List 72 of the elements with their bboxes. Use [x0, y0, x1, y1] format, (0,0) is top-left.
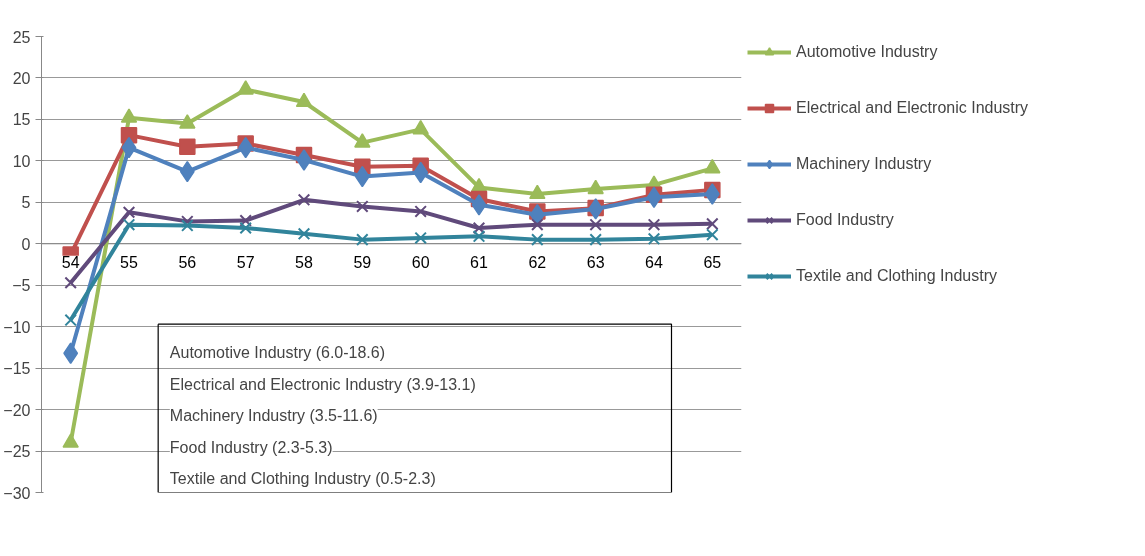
x-tick-label: 54: [61, 253, 80, 271]
x-tick-label: 58: [295, 253, 313, 271]
y-tick-label: −25: [3, 443, 31, 461]
point: [354, 133, 371, 148]
point: [296, 149, 312, 171]
point: [239, 214, 252, 227]
y-tick-label: 10: [12, 152, 31, 170]
x-tick-label: 59: [353, 253, 372, 271]
y-tick-label: −5: [12, 277, 31, 295]
y-tick-label: 5: [21, 194, 31, 212]
point: [297, 227, 311, 241]
y-tick-label: 0: [21, 235, 31, 253]
point: [589, 233, 602, 246]
y-tick-label: −20: [3, 401, 31, 419]
legend-label: Machinery Industry: [796, 155, 932, 173]
annotation: Machinery Industry (3.5-11.6): [169, 407, 378, 425]
x-tick-label: 64: [645, 253, 663, 271]
point: [647, 232, 661, 246]
x-tick-label: 61: [470, 253, 488, 271]
point: [704, 183, 720, 205]
point: [589, 218, 602, 232]
legend-label: Automotive Industry: [796, 43, 938, 61]
point: [64, 313, 77, 327]
x-tick-label: 57: [236, 253, 255, 271]
point: [471, 194, 487, 216]
x-tick-label: 65: [703, 253, 722, 271]
y-tick-label: 25: [12, 28, 31, 46]
y-tick-label: 15: [12, 111, 31, 129]
point: [414, 231, 427, 245]
point: [297, 193, 311, 207]
point: [472, 230, 486, 243]
point: [179, 114, 196, 129]
point: [647, 218, 661, 232]
point: [179, 138, 196, 156]
point: [706, 217, 719, 231]
x-tick-label: 62: [528, 253, 547, 271]
y-tick-label: −15: [3, 360, 31, 378]
point: [529, 204, 545, 226]
point: [63, 342, 79, 364]
x-tick-label: 55: [120, 253, 138, 271]
point: [412, 119, 429, 135]
point: [472, 221, 486, 235]
point: [295, 92, 313, 108]
point: [529, 184, 546, 200]
annotation: Textile and Clothing Industry (0.5-2.3): [169, 470, 436, 488]
point: [356, 200, 369, 213]
annotation: Electrical and Electronic Industry (3.9-13.1): [169, 375, 476, 393]
point: [122, 205, 136, 219]
point: [706, 228, 719, 241]
point: [414, 205, 427, 218]
point: [181, 219, 194, 232]
point: [122, 218, 136, 232]
annotation: Food Industry (2.3-5.3): [169, 438, 333, 456]
point: [64, 276, 77, 290]
x-tick-label: 56: [178, 253, 197, 271]
point: [239, 221, 252, 235]
point: [237, 80, 254, 95]
legend-label: Electrical and Electronic Industry: [796, 99, 1029, 117]
x-tick-label: 63: [586, 253, 605, 271]
legend-label: Food Industry: [796, 211, 894, 229]
annotation: Automotive Industry (6.0-18.6): [169, 344, 386, 362]
point: [356, 233, 369, 246]
point: [531, 233, 544, 246]
y-tick-label: 20: [12, 69, 31, 87]
y-tick-label: −10: [3, 318, 31, 336]
legend-label: Textile and Clothing Industry: [796, 267, 997, 285]
x-tick-label: 60: [411, 253, 430, 271]
y-tick-label: −30: [3, 484, 31, 502]
point: [704, 158, 721, 174]
point: [531, 218, 544, 232]
point: [587, 179, 604, 195]
point: [120, 108, 138, 123]
